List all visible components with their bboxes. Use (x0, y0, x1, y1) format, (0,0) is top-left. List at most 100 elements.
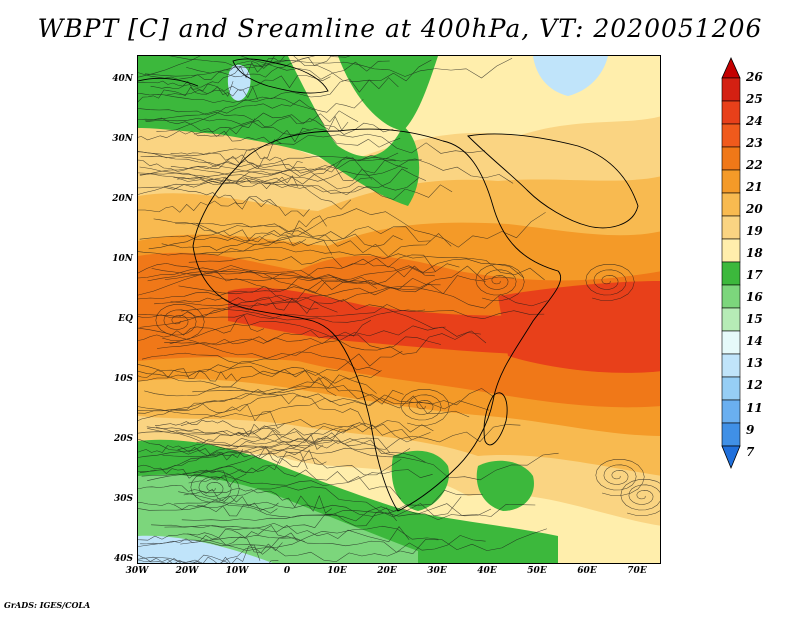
vortex-streamline (475, 264, 525, 301)
streamline (193, 115, 349, 135)
colorbar-segment (721, 123, 741, 148)
streamline (140, 525, 298, 545)
lon-tick-label: 30W (125, 566, 149, 576)
lon-tick-label: 10W (225, 566, 249, 576)
colorbar-label: 26 (746, 70, 763, 84)
streamline (170, 152, 303, 170)
streamline (176, 424, 412, 449)
lon-tick-label: 10E (327, 566, 347, 576)
streamline (138, 394, 490, 418)
streamline (183, 488, 332, 514)
streamline (138, 502, 278, 517)
streamline (138, 117, 311, 144)
streamline (150, 56, 285, 89)
lat-tick-label: 30N (112, 134, 133, 144)
streamline (138, 139, 282, 172)
streamline (138, 133, 485, 157)
streamline (144, 99, 364, 122)
streamline (138, 536, 305, 563)
streamline (162, 439, 426, 463)
lat-tick-label: 10N (112, 254, 133, 264)
colorbar-segment (721, 330, 741, 355)
streamline (169, 56, 351, 68)
colorbar-segment (721, 261, 741, 286)
streamline (138, 80, 259, 100)
map-canvas (138, 56, 660, 563)
streamline (141, 350, 403, 376)
streamline (139, 235, 333, 255)
field-region (533, 56, 608, 96)
colorbar-label: 12 (746, 378, 763, 393)
streamline (178, 489, 483, 522)
colorbar-segment (721, 399, 741, 424)
streamline (177, 428, 324, 451)
streamline (138, 118, 256, 141)
streamline (188, 449, 327, 484)
streamline (138, 196, 278, 213)
streamline (138, 445, 244, 461)
streamline (178, 258, 525, 295)
streamline (175, 222, 403, 247)
field-region (138, 474, 418, 563)
streamline (138, 159, 422, 185)
streamline (164, 186, 310, 217)
lon-tick-label: 40E (477, 566, 497, 576)
vortex-streamline (585, 264, 635, 301)
coastline (467, 133, 639, 229)
streamline (138, 297, 319, 318)
streamline (138, 154, 408, 189)
colorbar-label: 13 (746, 356, 763, 371)
streamline (138, 429, 391, 453)
streamline (144, 57, 513, 79)
lat-tick-label: 40S (113, 554, 133, 564)
streamline (173, 501, 492, 520)
streamline (138, 180, 352, 210)
streamline (138, 368, 237, 382)
streamline (192, 388, 495, 406)
streamline (138, 278, 378, 300)
coastlines (138, 58, 639, 512)
colorbar-label: 19 (746, 224, 763, 239)
streamline (151, 254, 436, 282)
streamline (161, 215, 327, 251)
streamline (138, 464, 247, 488)
coastline (192, 128, 562, 512)
streamline (138, 544, 261, 563)
coastline (483, 392, 508, 446)
vortex-streamline (400, 389, 450, 426)
streamline (180, 534, 486, 553)
footer-credit: GrADS: IGES/COLA (4, 600, 91, 610)
lon-tick-label: 60E (577, 566, 597, 576)
colorbar-label: 20 (746, 202, 763, 217)
vortex-streamline (595, 459, 645, 496)
streamline (156, 334, 441, 349)
lon-tick-label: 20W (175, 566, 199, 576)
colorbar-segment (721, 215, 741, 240)
lat-tick-label: 20S (113, 434, 133, 444)
lat-tick-label: EQ (118, 314, 133, 324)
lat-tick-label: 20N (112, 194, 133, 204)
streamline (139, 168, 427, 194)
field-region (498, 281, 660, 373)
lon-tick-label: 30E (427, 566, 447, 576)
colorbar-label: 21 (746, 180, 763, 195)
vortex-streamline (190, 471, 240, 508)
colorbar-label: 11 (746, 400, 763, 415)
map-panel (137, 55, 661, 564)
streamline (193, 247, 545, 281)
streamline (187, 525, 547, 551)
lat-tick-label: 30S (113, 494, 133, 504)
streamline (154, 296, 338, 314)
streamline (164, 263, 460, 286)
colorbar-segment (721, 422, 741, 447)
colorbar-segment (721, 192, 741, 217)
colorbar-segment (721, 284, 741, 309)
streamline (176, 155, 514, 184)
streamline (181, 307, 545, 323)
streamline (140, 156, 419, 191)
streamline (141, 469, 433, 486)
colorbar-segment (721, 307, 741, 332)
streamline (138, 304, 426, 319)
colorbar-label: 9 (746, 422, 755, 437)
streamline (148, 223, 452, 258)
